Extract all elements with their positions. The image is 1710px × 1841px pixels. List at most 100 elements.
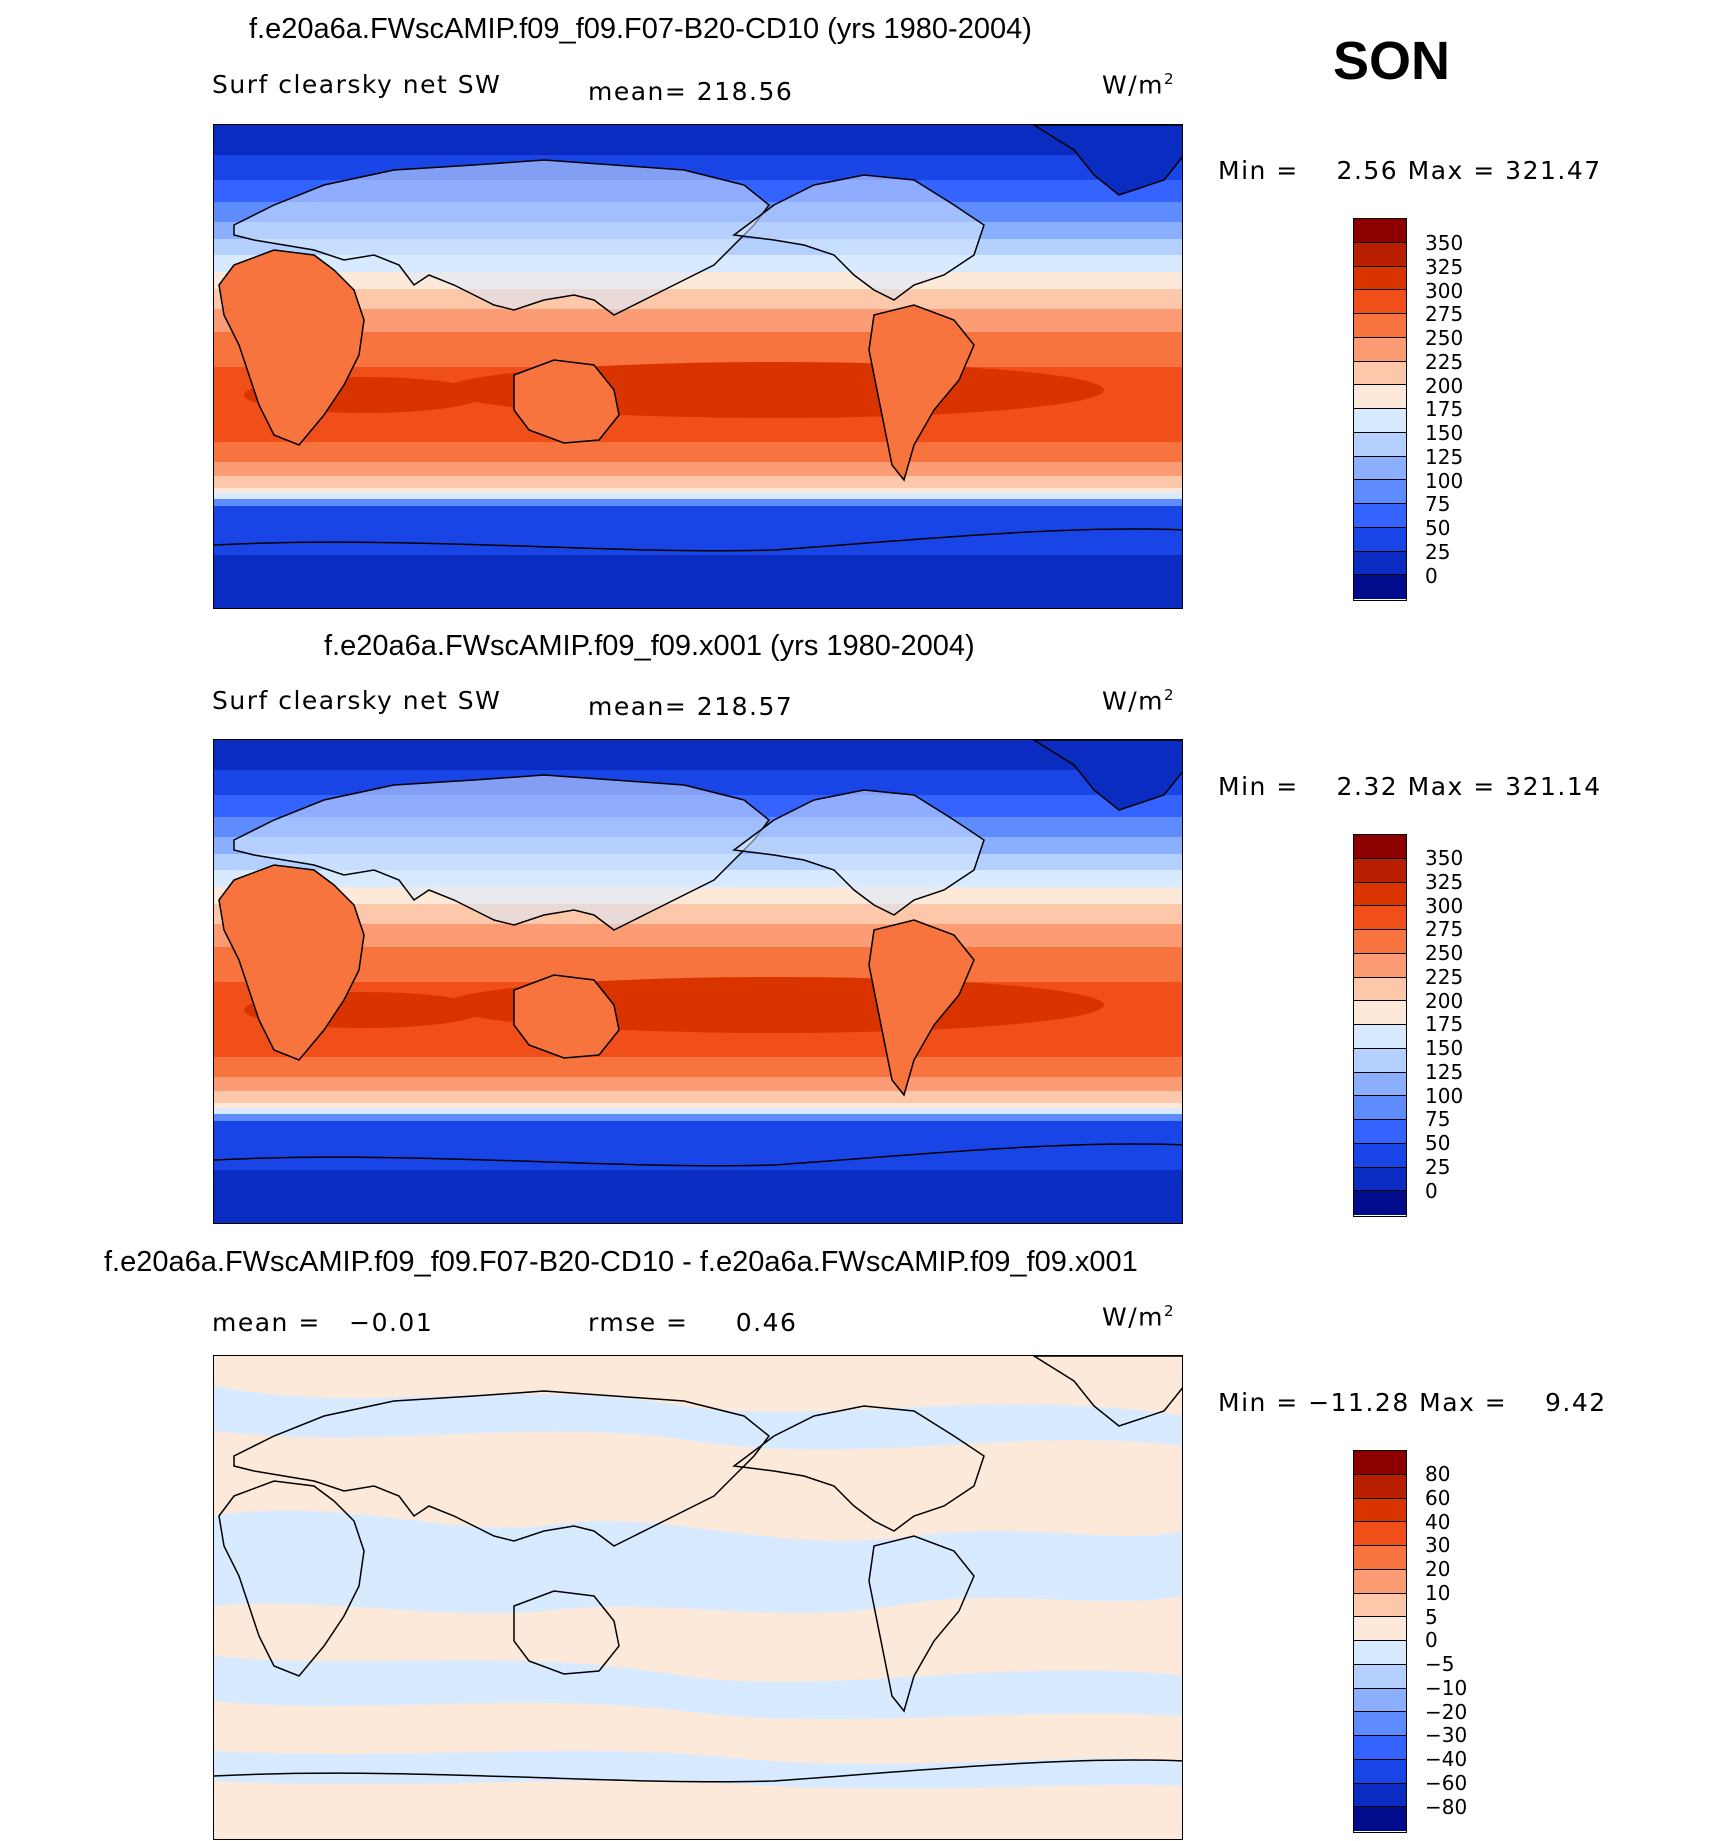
panel-1-map-svg bbox=[214, 125, 1182, 608]
season-label: SON bbox=[1333, 31, 1451, 91]
colorbar-swatch bbox=[1354, 1522, 1406, 1546]
panel-3-map bbox=[213, 1355, 1183, 1840]
colorbar-tick-label: −60 bbox=[1425, 1770, 1468, 1795]
colorbar-tick-label: 75 bbox=[1425, 1107, 1451, 1132]
panel-2-eurasia bbox=[233, 774, 771, 931]
colorbar-swatch bbox=[1354, 1617, 1406, 1641]
colorbar-swatch bbox=[1354, 1569, 1406, 1594]
colorbar-swatch bbox=[1354, 551, 1406, 576]
panel-1-band-sub-s1 bbox=[214, 442, 1182, 462]
colorbar-swatch bbox=[1354, 1072, 1406, 1097]
panel-2-south-america bbox=[868, 919, 975, 1097]
colorbar-tick-label: 5 bbox=[1425, 1604, 1438, 1629]
colorbar-tick-label: 225 bbox=[1425, 964, 1464, 989]
colorbar-tick-label: 100 bbox=[1425, 468, 1464, 493]
colorbar-tick-label: 50 bbox=[1425, 516, 1451, 540]
colorbar-swatch bbox=[1354, 409, 1406, 433]
colorbar-tick-label: 325 bbox=[1425, 254, 1464, 279]
panel-2-band-sub-s3 bbox=[214, 1091, 1182, 1103]
panel-1-band-sub-s3 bbox=[214, 476, 1182, 488]
colorbar-swatch bbox=[1354, 1474, 1406, 1499]
panel-1-south-america bbox=[868, 304, 975, 482]
panel-2-minmax: Min = 2.32 Max = 321.14 bbox=[1218, 772, 1602, 801]
colorbar-swatch bbox=[1354, 361, 1406, 386]
colorbar-swatch bbox=[1354, 480, 1406, 504]
panel-2-antarctica-coast bbox=[214, 1143, 1182, 1167]
colorbar-swatch bbox=[1354, 1688, 1406, 1713]
colorbar-swatch bbox=[1354, 1759, 1406, 1784]
colorbar-tick-label: 175 bbox=[1425, 397, 1464, 422]
panel-1-africa bbox=[218, 249, 365, 446]
panel-3-negative-band-s2 bbox=[214, 1750, 1182, 1789]
panel-3-units-exp: 2 bbox=[1164, 1302, 1174, 1320]
panel-2-australia bbox=[513, 974, 620, 1059]
colorbar-tick-label: 25 bbox=[1425, 1154, 1451, 1179]
panel-1-band-sub-n1 bbox=[214, 272, 1182, 289]
panel-1-map bbox=[213, 124, 1183, 609]
panel-2-greenland bbox=[1032, 740, 1182, 811]
colorbar-tick-label: 250 bbox=[1425, 941, 1464, 965]
panel-2-band-sub-s1 bbox=[214, 1057, 1182, 1077]
panel-2-band-sub-n1 bbox=[214, 887, 1182, 904]
colorbar-swatch bbox=[1354, 504, 1406, 528]
panel-3-units-base: W/m bbox=[1102, 1302, 1164, 1332]
colorbar-tick-label: −5 bbox=[1425, 1652, 1455, 1676]
panel-1-band-sub-s2 bbox=[214, 462, 1182, 476]
panel-3-australia bbox=[513, 1590, 620, 1675]
colorbar-tick-label: 325 bbox=[1425, 869, 1464, 894]
panel-2-mean-label: mean= 218.57 bbox=[588, 692, 794, 721]
colorbar-swatch bbox=[1354, 858, 1406, 883]
colorbar-tick-label: 225 bbox=[1425, 349, 1464, 374]
panel-3-eurasia bbox=[233, 1390, 771, 1547]
panel-3-greenland bbox=[1032, 1356, 1182, 1427]
panel-1-australia bbox=[513, 359, 620, 444]
panel-3-africa bbox=[218, 1480, 365, 1677]
colorbar-tick-label: 60 bbox=[1425, 1485, 1451, 1510]
colorbar-swatch bbox=[1354, 1664, 1406, 1689]
colorbar-tick-label: 200 bbox=[1425, 373, 1464, 398]
panel-1-mean-label: mean= 218.56 bbox=[588, 77, 794, 106]
colorbar-tick-label: 0 bbox=[1425, 1178, 1438, 1203]
panel-1-north-america bbox=[732, 174, 985, 301]
colorbar-swatch bbox=[1354, 1546, 1406, 1570]
colorbar-swatch bbox=[1354, 1025, 1406, 1049]
panel-3-mean-label: mean = −0.01 bbox=[212, 1308, 434, 1337]
panel-3-title: f.e20a6a.FWscAMIP.f09_f09.F07-B20-CD10 -… bbox=[104, 1246, 1138, 1278]
panel-3-negative-band-n1 bbox=[214, 1386, 1182, 1450]
panel-1-band-ice-1 bbox=[214, 493, 1182, 499]
panel-1-units-exp: 2 bbox=[1164, 70, 1174, 88]
colorbar-swatch bbox=[1354, 314, 1406, 338]
colorbar-tick-label: 350 bbox=[1425, 846, 1464, 870]
colorbar-tick-label: 80 bbox=[1425, 1462, 1451, 1486]
colorbar-swatch bbox=[1354, 1451, 1406, 1475]
colorbar-tick-label: 125 bbox=[1425, 1059, 1464, 1084]
colorbar-swatch bbox=[1354, 1593, 1406, 1618]
panel-2-map bbox=[213, 739, 1183, 1224]
panel-2-band-sub-s2 bbox=[214, 1077, 1182, 1091]
panel-2-variable-label: Surf clearsky net SW bbox=[212, 686, 502, 715]
panel-2-band-ice-1 bbox=[214, 1108, 1182, 1114]
colorbar-tick-label: −10 bbox=[1425, 1675, 1468, 1700]
colorbar-swatch bbox=[1354, 575, 1406, 599]
colorbar-tick-label: 40 bbox=[1425, 1509, 1451, 1534]
colorbar-swatch bbox=[1354, 906, 1406, 930]
panel-1-band-sub-n2 bbox=[214, 289, 1182, 309]
colorbar-swatch bbox=[1354, 1712, 1406, 1736]
colorbar-swatch bbox=[1354, 1001, 1406, 1025]
colorbar-tick-label: 30 bbox=[1425, 1533, 1451, 1558]
colorbar-swatch bbox=[1354, 1096, 1406, 1120]
colorbar-tick-label: 0 bbox=[1425, 563, 1438, 588]
panel-1-antarctica-coast bbox=[214, 528, 1182, 552]
colorbar-tick-label: 20 bbox=[1425, 1557, 1451, 1581]
colorbar-tick-label: 100 bbox=[1425, 1083, 1464, 1108]
panel-1-band-ice-edge bbox=[214, 488, 1182, 493]
colorbar-swatch bbox=[1354, 527, 1406, 552]
panel-1-band-antarctic-2 bbox=[214, 555, 1182, 608]
colorbar-swatch bbox=[1354, 1048, 1406, 1073]
colorbar-swatch bbox=[1354, 1498, 1406, 1523]
colorbar-swatch bbox=[1354, 1191, 1406, 1215]
colorbar-swatch bbox=[1354, 977, 1406, 1002]
colorbar-tick-label: −80 bbox=[1425, 1794, 1468, 1819]
panel-3-units: W/m2 bbox=[1102, 1302, 1174, 1331]
colorbar-swatch bbox=[1354, 1641, 1406, 1665]
